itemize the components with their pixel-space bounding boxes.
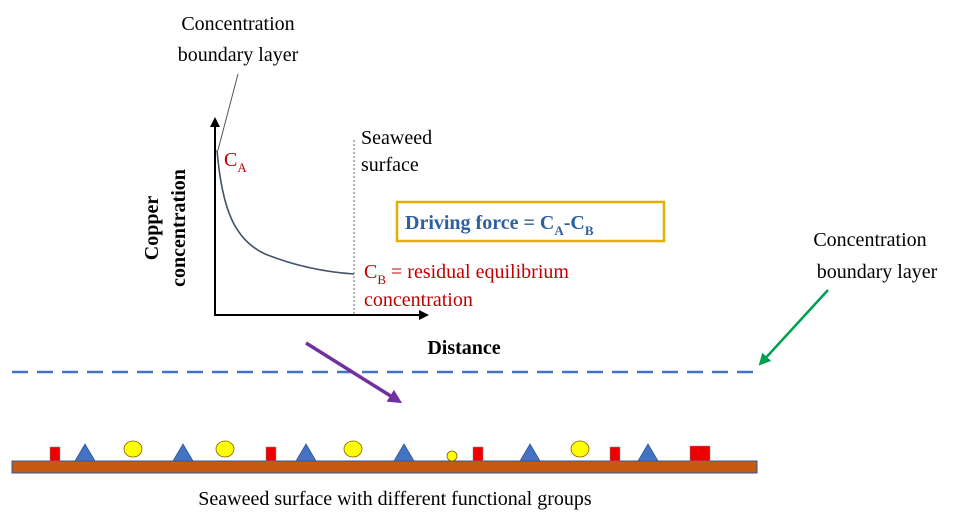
cb-label-line2: concentration xyxy=(364,289,473,311)
functional-group-circle xyxy=(343,440,363,458)
functional-groups xyxy=(49,440,711,462)
top-label-leader-line xyxy=(217,73,239,151)
functional-group-circle xyxy=(446,450,458,462)
functional-group-square xyxy=(472,446,484,462)
ca-label: CA xyxy=(224,149,247,175)
top-boundary-label-line1: Concentration xyxy=(181,13,294,35)
bottom-caption: Seaweed surface with different functiona… xyxy=(198,488,592,510)
purple-zoom-arrow xyxy=(305,341,403,404)
functional-group-square xyxy=(689,445,711,462)
functional-group-triangle xyxy=(172,443,194,462)
seaweed-label-line2: surface xyxy=(361,154,419,176)
top-boundary-label-line2: boundary layer xyxy=(178,44,299,66)
functional-group-circle xyxy=(215,440,235,458)
functional-group-triangle xyxy=(519,443,541,462)
functional-group-triangle xyxy=(295,443,317,462)
cb-label-line1: CB = residual equilibrium xyxy=(364,261,569,287)
right-boundary-label-line2: boundary layer xyxy=(817,261,938,283)
y-axis-label-line1: Copper xyxy=(141,196,163,261)
functional-group-triangle xyxy=(637,443,659,462)
seaweed-label-line1: Seaweed xyxy=(361,127,432,149)
driving-force-text: Driving force = CA-CB xyxy=(405,212,594,238)
functional-group-triangle xyxy=(74,443,96,462)
y-axis-label-line2: concentration xyxy=(168,169,190,287)
green-pointer-arrow xyxy=(758,289,829,366)
functional-group-triangle xyxy=(393,443,415,462)
x-axis-label: Distance xyxy=(427,337,500,359)
right-boundary-label-line1: Concentration xyxy=(813,229,926,251)
functional-group-circle xyxy=(570,440,590,458)
driving-force-box xyxy=(395,200,666,243)
seaweed-surface-bar xyxy=(11,460,758,474)
functional-group-square xyxy=(265,446,277,462)
functional-group-circle xyxy=(123,440,143,458)
functional-group-square xyxy=(609,446,621,462)
concentration-curve xyxy=(216,149,355,275)
functional-group-square xyxy=(49,446,61,462)
